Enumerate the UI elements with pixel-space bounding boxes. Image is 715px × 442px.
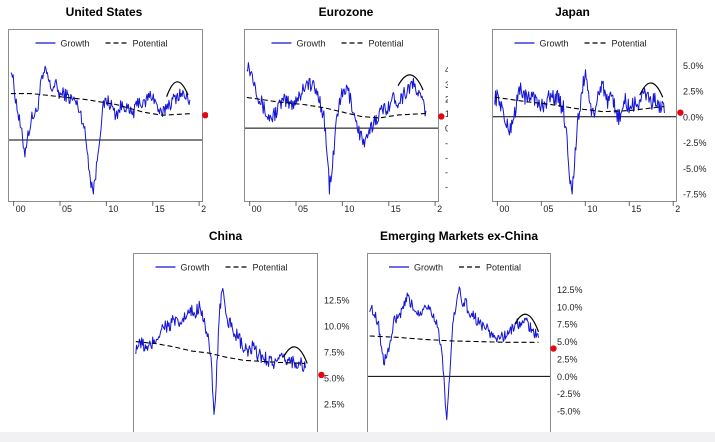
x-tick-label: 05 [62, 204, 72, 214]
x-tick-label: 15 [391, 204, 401, 214]
chart-panel-us: United States GrowthPotential5%4%3%2%1%0… [0, 0, 208, 215]
chart-svg: Growth Potential 5.0% 2.5% 0.0% -2.5% -5.0% -7.… [493, 39, 707, 214]
legend-potential-label: Potential [369, 39, 404, 49]
legend-potential-label: Potential [612, 39, 647, 49]
potential-series-line [135, 341, 306, 365]
growth-series-line [10, 65, 191, 195]
growth-series-line [246, 62, 427, 195]
potential-series-line [494, 96, 665, 113]
x-tick-label: 05 [543, 204, 553, 214]
footer-strip [0, 432, 715, 442]
y-tick-label: -5.0% [557, 407, 581, 417]
chart-svg: Growth Potential 4% 3% 2% 1% 0% -1% -2% -3% -4% 00 0… [245, 39, 448, 214]
legend-growth-label: Growth [414, 263, 443, 273]
growth-series-line [135, 287, 306, 415]
y-tick-label: -2.5% [683, 138, 707, 148]
forecast-marker [438, 113, 445, 120]
chart-title: Eurozone [318, 5, 374, 19]
y-tick-label: 0.0% [557, 372, 578, 382]
chart-svg: GrowthPotential5%4%3%2%1%0%-1%-2%-3%0005… [9, 39, 208, 214]
legend-growth-label: Growth [540, 39, 569, 49]
x-tick-label: 00 [16, 204, 26, 214]
growth-series-line [494, 69, 665, 195]
x-tick-label: 10 [108, 204, 118, 214]
forecast-marker [318, 371, 325, 379]
y-tick-label: 12.5% [324, 295, 350, 305]
growth-series-line [369, 286, 539, 421]
y-tick-label: 2.5% [683, 87, 704, 97]
trend-arc-annotation [166, 81, 189, 97]
x-tick-label: 15 [155, 204, 165, 214]
x-tick-label: 05 [298, 204, 308, 214]
y-tick-label: -2% [445, 153, 448, 163]
potential-series-line [10, 93, 190, 116]
chart-title: China [208, 229, 243, 243]
chart-title: Emerging Markets ex-China [379, 229, 539, 243]
y-tick-label: 10.0% [557, 302, 583, 312]
forecast-marker [550, 345, 557, 352]
legend-growth-label: Growth [61, 39, 90, 49]
chart-title: United States [65, 5, 143, 19]
chart-svg: GrowthPotential12.5%10.0%7.5%5.0%2.5%000… [135, 263, 350, 442]
x-tick-label: 2 [675, 204, 680, 214]
chart-panel-emerging-markets-ex-china: Emerging Markets ex-China Growth Potentia… [367, 229, 595, 442]
x-tick-label: 2 [201, 204, 206, 214]
chart-panel-japan: Japan Growth Potential 5.0% 2.5% 0.0% -2.5% -5… [468, 0, 715, 215]
y-tick-label: 5.0% [324, 374, 345, 384]
chart-panel-eurozone: Eurozone Growth Potential 4% 3% 2% 1% 0% -1% -2%… [244, 0, 448, 215]
y-tick-label: 7.5% [324, 348, 345, 358]
y-tick-label: -4% [445, 182, 448, 192]
trend-arc-annotation [639, 82, 664, 98]
y-tick-label: 0.0% [683, 112, 704, 122]
x-tick-label: 00 [252, 204, 262, 214]
y-tick-label: -2.5% [557, 389, 581, 399]
y-tick-label: -7.5% [683, 190, 707, 200]
potential-series-line [369, 335, 539, 343]
x-tick-label: 00 [499, 204, 509, 214]
forecast-marker [202, 112, 208, 119]
x-tick-label: 2 [437, 204, 442, 214]
trend-arc-annotation [397, 74, 424, 91]
legend-potential-label: Potential [133, 39, 168, 49]
x-tick-label: 10 [344, 204, 354, 214]
trend-arc-annotation [282, 346, 308, 364]
y-tick-label: 2.5% [557, 354, 578, 364]
y-tick-label: 1% [445, 109, 448, 119]
legend-potential-label: Potential [486, 263, 521, 273]
legend-growth-label: Growth [297, 39, 326, 49]
y-tick-label: 3% [445, 80, 448, 90]
x-tick-label: 10 [587, 204, 597, 214]
chart-svg: Growth Potential 12.5% 10.0% 7.5% 5.0% 2.5% 0.0… [368, 263, 583, 442]
y-tick-label: 10.0% [324, 321, 350, 331]
legend-potential-label: Potential [253, 263, 288, 273]
y-tick-label: 4% [445, 65, 448, 75]
y-tick-label: 5.0% [557, 337, 578, 347]
plot-frame [492, 29, 677, 202]
potential-series-line [246, 96, 426, 119]
x-tick-label: 15 [631, 204, 641, 214]
y-tick-label: 5.0% [683, 61, 704, 71]
forecast-marker [677, 109, 684, 116]
plot-frame [133, 253, 318, 433]
y-tick-label: 2.5% [324, 400, 345, 410]
chart-title: Japan [555, 5, 590, 19]
y-tick-label: -1% [445, 138, 448, 148]
y-tick-label: 12.5% [557, 285, 583, 295]
y-tick-label: 7.5% [557, 320, 578, 330]
y-tick-label: 2% [445, 94, 448, 104]
chart-panel-china: China Growth Potential 12.5% 10.0% 7.5% 5.0% 2… [133, 229, 358, 442]
y-tick-label: -5.0% [683, 164, 707, 174]
trend-arc-annotation [514, 313, 540, 333]
legend-growth-label: Growth [181, 263, 210, 273]
y-tick-label: -3% [445, 168, 448, 178]
y-tick-label: 0% [445, 124, 448, 134]
